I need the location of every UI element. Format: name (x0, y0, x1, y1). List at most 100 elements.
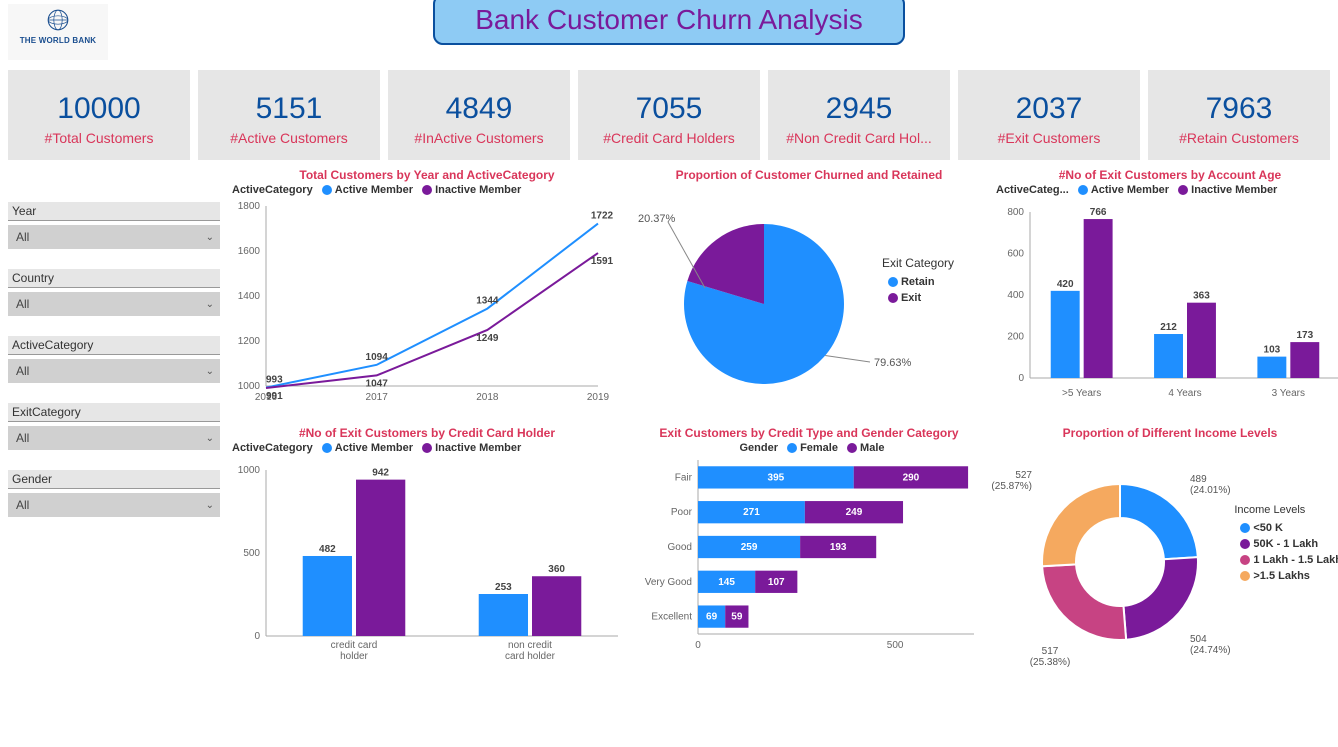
svg-text:517: 517 (1042, 646, 1059, 657)
svg-text:79.63%: 79.63% (874, 357, 912, 369)
svg-text:1000: 1000 (238, 465, 261, 476)
svg-text:Fair: Fair (675, 472, 693, 483)
svg-text:0: 0 (1018, 373, 1024, 384)
chart-cc-panel: #No of Exit Customers by Credit Card Hol… (226, 424, 628, 678)
chart-title: Proportion of Customer Churned and Retai… (634, 166, 984, 184)
svg-text:1800: 1800 (238, 201, 261, 212)
filter-label: Country (8, 269, 220, 288)
svg-text:527: 527 (1015, 470, 1032, 481)
svg-text:1094: 1094 (366, 352, 389, 363)
svg-text:1000: 1000 (238, 381, 261, 392)
kpi-value: 7055 (582, 92, 756, 126)
filter-dropdown[interactable]: All ⌄ (8, 359, 220, 383)
filter-label: ActiveCategory (8, 336, 220, 355)
filter-label: Gender (8, 470, 220, 489)
svg-text:0: 0 (695, 640, 701, 651)
svg-text:200: 200 (1007, 332, 1024, 343)
svg-text:259: 259 (741, 542, 758, 553)
chart-title: #No of Exit Customers by Credit Card Hol… (226, 424, 628, 442)
svg-text:(25.87%): (25.87%) (991, 481, 1032, 492)
svg-text:holder: holder (340, 651, 368, 662)
filter-value: All (16, 297, 29, 311)
kpi-value: 5151 (202, 92, 376, 126)
svg-text:1600: 1600 (238, 246, 261, 257)
kpi-card: 7963 #Retain Customers (1148, 70, 1330, 160)
svg-text:600: 600 (1007, 249, 1024, 260)
logo: THE WORLD BANK (8, 4, 108, 60)
chart-credit-gender-panel: Exit Customers by Credit Type and Gender… (634, 424, 984, 678)
filter-dropdown[interactable]: All ⌄ (8, 292, 220, 316)
chart-age-panel: #No of Exit Customers by Account Age Act… (990, 166, 1338, 420)
kpi-label: #Active Customers (202, 130, 376, 146)
svg-text:2018: 2018 (476, 392, 499, 403)
chart-title: Total Customers by Year and ActiveCatego… (226, 166, 628, 184)
svg-text:2019: 2019 (587, 392, 610, 403)
kpi-value: 2945 (772, 92, 946, 126)
kpi-label: #Credit Card Holders (582, 130, 756, 146)
kpi-row: 10000 #Total Customers 5151 #Active Custo… (0, 64, 1338, 166)
filter-label: ExitCategory (8, 403, 220, 422)
chart-income-panel: Proportion of Different Income Levels 48… (990, 424, 1338, 678)
svg-text:1344: 1344 (476, 296, 499, 307)
svg-text:1722: 1722 (591, 211, 614, 222)
svg-text:4 Years: 4 Years (1168, 388, 1201, 399)
svg-text:145: 145 (718, 577, 735, 588)
kpi-value: 10000 (12, 92, 186, 126)
kpi-label: #InActive Customers (392, 130, 566, 146)
filter-label: Year (8, 202, 220, 221)
svg-text:489: 489 (1190, 474, 1207, 485)
svg-text:290: 290 (903, 472, 920, 483)
svg-text:173: 173 (1296, 330, 1313, 341)
page-title: Bank Customer Churn Analysis (433, 0, 905, 45)
svg-text:69: 69 (706, 612, 718, 623)
donut-legend: Income Levels <50 K50K - 1 Lakh1 Lakh - … (1234, 504, 1338, 586)
svg-text:1249: 1249 (476, 333, 499, 344)
kpi-label: #Exit Customers (962, 130, 1136, 146)
svg-text:0: 0 (254, 631, 260, 642)
kpi-label: #Total Customers (12, 130, 186, 146)
bar-chart-cc: 05001000credit cardholder482942non credi… (226, 454, 628, 664)
filter-value: All (16, 230, 29, 244)
svg-text:482: 482 (319, 544, 336, 555)
kpi-card: 2037 #Exit Customers (958, 70, 1140, 160)
filter-value: All (16, 431, 29, 445)
svg-text:420: 420 (1057, 279, 1074, 290)
kpi-value: 4849 (392, 92, 566, 126)
svg-text:253: 253 (495, 582, 512, 593)
kpi-card: 5151 #Active Customers (198, 70, 380, 160)
svg-text:103: 103 (1264, 345, 1281, 356)
svg-text:400: 400 (1007, 290, 1024, 301)
chevron-down-icon: ⌄ (206, 299, 214, 310)
svg-text:3 Years: 3 Years (1272, 388, 1305, 399)
chevron-down-icon: ⌄ (206, 433, 214, 444)
chart-title: #No of Exit Customers by Account Age (990, 166, 1338, 184)
svg-text:(24.01%): (24.01%) (1190, 485, 1231, 496)
svg-text:(24.74%): (24.74%) (1190, 645, 1231, 656)
chart-legend: ActiveCategory Active Member Inactive Me… (226, 442, 628, 454)
svg-text:271: 271 (743, 507, 760, 518)
pie-legend: Exit Category Retain Exit (882, 256, 954, 308)
kpi-label: #Non Credit Card Hol... (772, 130, 946, 146)
svg-text:Poor: Poor (671, 507, 693, 518)
kpi-card: 7055 #Credit Card Holders (578, 70, 760, 160)
kpi-value: 2037 (962, 92, 1136, 126)
svg-text:500: 500 (243, 548, 260, 559)
line-chart: 1000120014001600180020162017201820199931… (226, 196, 628, 406)
svg-text:360: 360 (548, 564, 565, 575)
svg-text:193: 193 (830, 542, 847, 553)
chart-legend: ActiveCategory Active Member Inactive Me… (226, 184, 628, 196)
svg-text:Excellent: Excellent (651, 612, 692, 623)
chart-legend: ActiveCateg... Active Member Inactive Me… (990, 184, 1338, 196)
bar-chart-age: 0200400600800>5 Years4207664 Years212363… (990, 196, 1338, 406)
filter-dropdown[interactable]: All ⌄ (8, 225, 220, 249)
filter-value: All (16, 498, 29, 512)
filter-dropdown[interactable]: All ⌄ (8, 493, 220, 517)
svg-text:1591: 1591 (591, 256, 614, 267)
svg-text:991: 991 (266, 391, 283, 402)
kpi-label: #Retain Customers (1152, 130, 1326, 146)
svg-text:800: 800 (1007, 207, 1024, 218)
filter-dropdown[interactable]: All ⌄ (8, 426, 220, 450)
svg-text:credit card: credit card (331, 640, 378, 651)
hbar-chart: 0500Fair395290Poor271249Good259193Very G… (634, 454, 984, 654)
chart-title: Exit Customers by Credit Type and Gender… (634, 424, 984, 442)
